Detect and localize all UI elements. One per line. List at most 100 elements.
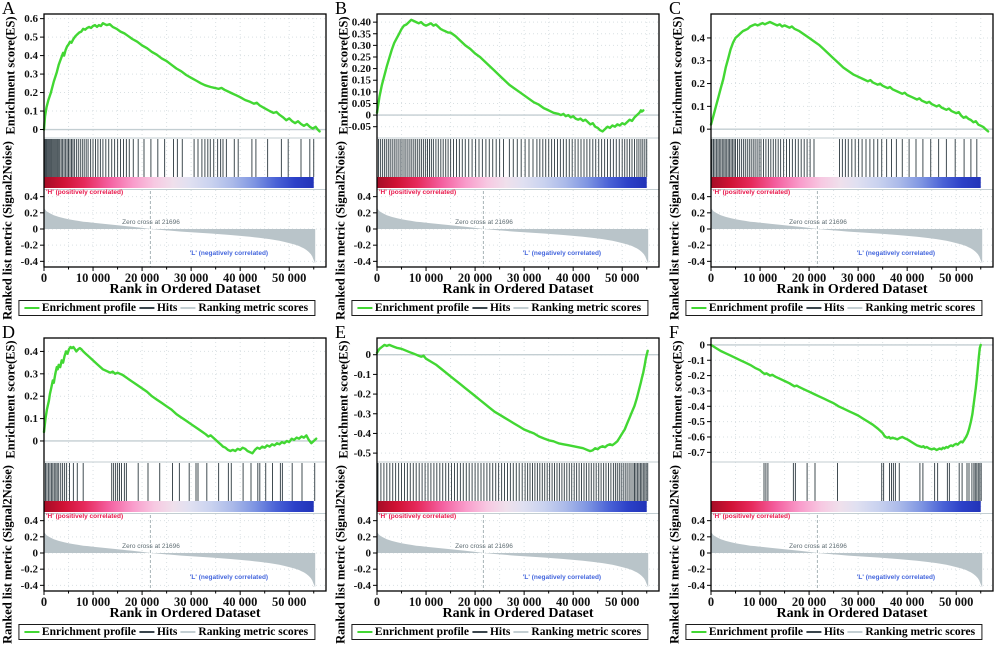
gsea-chart-svg: 0-0.1-0.2-0.3-0.4-0.50.40.20-0.2-0.40 10 …	[354, 337, 660, 609]
x-tick-label: 30 000	[174, 271, 208, 285]
panel-letter: A	[2, 0, 15, 18]
es-axis-title: Enrichment score(ES)	[670, 16, 685, 135]
metric-axis-title: Ranked list metric (Signal2Noise)	[333, 141, 348, 320]
es-tick-label: -0.5	[354, 448, 372, 460]
rank-colorbar	[711, 501, 981, 512]
x-tick-label: 50 000	[605, 271, 639, 285]
es-tick-label: 0.10	[352, 86, 372, 98]
x-tick-label: 40 000	[556, 595, 590, 609]
es-tick-label: 0.3	[24, 69, 38, 81]
legend: Enrichment profile Hits Ranking metric s…	[684, 624, 983, 640]
panel-letter: C	[669, 0, 682, 18]
legend-label-metric: Ranking metric scores	[198, 302, 309, 314]
es-tick-label: -0.2	[688, 370, 706, 382]
panel-letter: F	[669, 322, 680, 342]
hits-swatch	[138, 630, 154, 634]
metric-tick-label: -0.2	[21, 564, 39, 576]
legend-label-hits: Hits	[823, 626, 845, 638]
hits-barcode	[711, 139, 978, 177]
ranking-metric-swatch	[513, 630, 529, 634]
ranking-metric-area	[711, 532, 983, 587]
metric-tick-label: 0.4	[691, 191, 705, 203]
hits-swatch	[471, 630, 487, 634]
es-tick-label: -0.2	[354, 389, 372, 401]
x-tick-label: 0	[41, 595, 47, 609]
metric-axis-title: Ranked list metric (Signal2Noise)	[0, 141, 15, 320]
es-tick-label: 0.30	[352, 40, 372, 52]
metric-tick-label: -0.4	[21, 256, 39, 268]
es-tick-label: 0	[700, 339, 706, 351]
metric-tick-label: 0	[33, 548, 39, 560]
enrichment-curve	[709, 20, 990, 133]
legend-label-profile: Enrichment profile	[41, 626, 136, 638]
metric-tick-label: 0.2	[357, 531, 371, 543]
metric-tick-label: 0.4	[357, 515, 371, 527]
es-tick-label: -0.3	[354, 408, 372, 420]
positively-correlated-label: 'H' (positively correlated)	[46, 189, 124, 196]
ranking-metric-swatch	[180, 630, 196, 634]
legend-label-metric: Ranking metric scores	[531, 626, 642, 638]
enrichment-curve	[709, 343, 982, 452]
x-tick-label: 40 000	[223, 271, 257, 285]
negatively-correlated-label: 'L' (negatively correlated)	[856, 574, 936, 581]
es-tick-label: 0.2	[691, 78, 705, 90]
positively-correlated-label: 'H' (positively correlated)	[46, 513, 124, 520]
x-tick-label: 10 000	[76, 271, 110, 285]
es-tick-label: -0.3	[688, 385, 706, 397]
hits-swatch	[805, 306, 821, 310]
plot-frame	[376, 337, 660, 592]
x-tick-label: 10 000	[743, 271, 777, 285]
x-tick-label: 0	[708, 595, 714, 609]
legend-label-metric: Ranking metric scores	[198, 626, 309, 638]
gsea-chart-svg: 0.60.50.40.30.20.100.40.20-0.2-0.40 10 00…	[21, 13, 327, 285]
panel-letter: E	[335, 322, 346, 342]
x-tick-label: 20 000	[792, 595, 826, 609]
zero-cross-label: Zero cross at 21696	[455, 542, 513, 550]
legend: Enrichment profile Hits Ranking metric s…	[17, 300, 316, 316]
es-tick-label: 0.1	[691, 101, 705, 113]
x-tick-label: 10 000	[76, 595, 110, 609]
metric-tick-label: 0.4	[24, 515, 38, 527]
rank-colorbar	[44, 501, 314, 512]
zero-cross-label: Zero cross at 21696	[789, 218, 847, 226]
metric-tick-label: -0.2	[21, 240, 39, 252]
panel-letter: D	[2, 322, 15, 342]
hits-swatch	[471, 306, 487, 310]
negatively-correlated-label: 'L' (negatively correlated)	[189, 574, 269, 581]
negatively-correlated-label: 'L' (negatively correlated)	[522, 574, 602, 581]
x-tick-label: 10 000	[409, 595, 443, 609]
enrichment-curve	[42, 345, 318, 455]
es-tick-label: 0	[33, 124, 39, 136]
metric-axis-title: Ranked list metric (Signal2Noise)	[333, 465, 348, 644]
x-tick-label: 40 000	[890, 595, 924, 609]
x-tick-label: 40 000	[556, 271, 590, 285]
positively-correlated-label: 'H' (positively correlated)	[713, 513, 791, 520]
hits-swatch	[138, 306, 154, 310]
es-tick-label: -0.5	[688, 416, 706, 428]
x-axis-title: Rank in Ordered Dataset	[776, 606, 928, 621]
gsea-panel-f: 0 -0.1 -0.2 -0.3 -0.4 -0.5 -0.6 -0.7 0.4 0.2 0 -0.2…	[667, 322, 1000, 648]
x-tick-label: 50 000	[605, 595, 639, 609]
x-tick-label: 0	[708, 271, 714, 285]
enrichment-curve	[375, 343, 649, 453]
x-tick-label: 0	[41, 271, 47, 285]
es-tick-label: 0.35	[352, 28, 372, 40]
gsea-panel-c: 0.4 0.3 0.2 0.1 0 0.4 0.2 0 -0.2 -0.4 0 10 000 20 00…	[667, 0, 1000, 324]
legend-label-hits: Hits	[156, 626, 178, 638]
x-tick-label: 0	[374, 271, 380, 285]
hits-barcode	[377, 463, 649, 501]
gsea-chart-svg: 0.40.30.20.100.40.20-0.2-0.40 10 000 20 00…	[21, 337, 327, 609]
es-axis-title: Enrichment score(ES)	[3, 340, 18, 459]
negatively-correlated-label: 'L' (negatively correlated)	[856, 250, 936, 257]
hits-swatch	[805, 630, 821, 634]
metric-tick-label: -0.4	[354, 256, 372, 268]
ranking-metric-area	[44, 208, 316, 263]
zero-cross-label: Zero cross at 21696	[122, 542, 180, 550]
x-tick-label: 30 000	[507, 595, 541, 609]
metric-tick-label: 0.4	[691, 515, 705, 527]
metric-tick-label: 0.2	[24, 531, 38, 543]
metric-tick-label: 0.4	[357, 191, 371, 203]
x-axis-title: Rank in Ordered Dataset	[776, 282, 928, 297]
rank-colorbar	[377, 177, 647, 188]
